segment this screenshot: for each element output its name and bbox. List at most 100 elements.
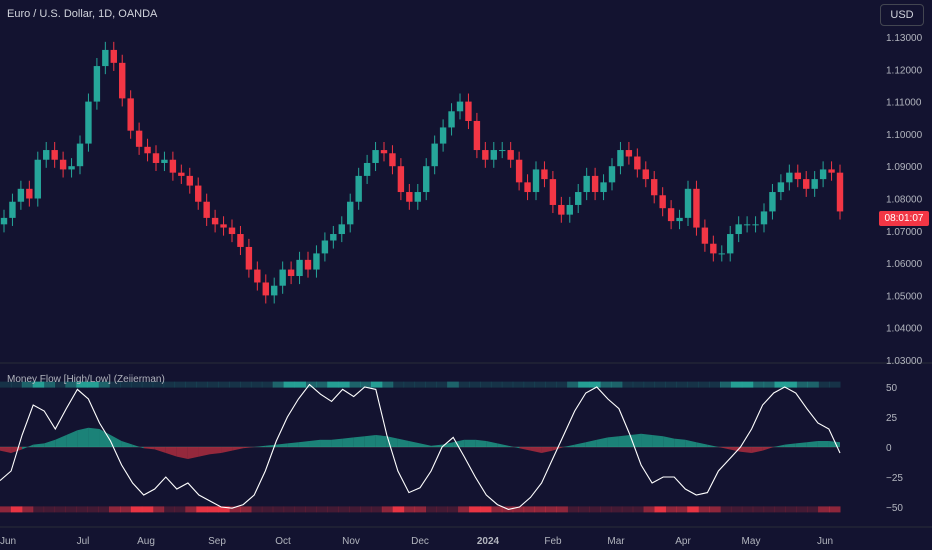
strength-segment [327, 381, 339, 388]
candle-body [262, 282, 269, 296]
money-flow-segment [77, 427, 89, 447]
candle-body [743, 224, 751, 226]
candle-body [811, 179, 818, 189]
strength-segment [490, 381, 503, 388]
strength-segment [654, 506, 666, 513]
money-flow-segment [287, 442, 299, 447]
strength-segment [76, 381, 88, 388]
strength-segment [98, 506, 110, 513]
candle [777, 174, 785, 201]
strength-segment [349, 506, 361, 513]
money-flow-segment [33, 443, 45, 447]
candle [102, 41, 109, 75]
candle-body [85, 101, 92, 144]
candle-body [456, 101, 464, 112]
strength-segment [730, 381, 743, 388]
strength-segment [370, 506, 383, 513]
strength-segment [480, 381, 492, 388]
strength-segment [349, 381, 361, 388]
strength-segment [687, 381, 699, 388]
strength-segment [709, 381, 721, 388]
symbol-title[interactable]: Euro / U.S. Dollar, 1D, OANDA [7, 8, 158, 20]
strength-bar-bottom [0, 506, 841, 513]
strength-segment [643, 506, 656, 513]
strength-segment [87, 381, 99, 388]
candle-body [127, 98, 134, 131]
money-flow-segment [243, 447, 255, 449]
strength-segment [43, 506, 56, 513]
strength-segment [556, 381, 568, 388]
strength-segment [632, 506, 645, 513]
candle [710, 235, 717, 262]
candle [43, 141, 50, 168]
money-flow-segment [486, 441, 498, 447]
candle [144, 138, 151, 162]
money-flow-segment [55, 435, 67, 447]
candle-body [777, 182, 785, 193]
candle-body [718, 253, 725, 255]
candle [372, 141, 379, 172]
strength-segment [392, 381, 405, 388]
strength-segment [818, 506, 830, 513]
time-axis-label: Jun [0, 536, 16, 547]
strength-segment [796, 381, 808, 388]
candle-body [211, 217, 219, 225]
currency-button[interactable]: USD [880, 4, 924, 26]
candle [161, 151, 168, 172]
strength-segment [120, 381, 132, 388]
strength-segment [381, 381, 394, 388]
strength-segment [490, 506, 503, 513]
candle [237, 225, 244, 256]
strength-segment [174, 381, 186, 388]
money-flow-segment [596, 437, 608, 447]
price-tick-label: 1.13000 [886, 33, 923, 44]
candle [600, 174, 607, 201]
strength-segment [447, 506, 459, 513]
strength-segment [676, 381, 688, 388]
strength-segment [261, 506, 274, 513]
candle-body [9, 201, 16, 218]
candle [760, 203, 768, 233]
candle [330, 225, 337, 249]
strength-segment [87, 506, 99, 513]
strength-segment [654, 381, 666, 388]
strength-segment [774, 381, 786, 388]
candle-body [617, 150, 624, 167]
candle-body [195, 185, 202, 202]
money-flow-segment [828, 441, 840, 447]
candle-body [600, 182, 607, 193]
strength-segment [240, 506, 252, 513]
candle [380, 141, 388, 162]
candle [423, 158, 430, 201]
candle-body [0, 217, 8, 225]
candle-body [473, 120, 481, 151]
candle-body [135, 130, 143, 147]
candle-body [347, 201, 354, 225]
candle-body [566, 204, 573, 215]
candle [296, 251, 303, 285]
strength-bar-top [0, 381, 841, 388]
money-flow-segment [718, 447, 730, 450]
indicator-title[interactable]: Money Flow [High/Low] (Zeiierman) [7, 374, 165, 385]
candle-body [710, 243, 717, 254]
candles [0, 41, 844, 304]
candle-body [144, 146, 151, 154]
candle-body [642, 169, 649, 180]
strength-segment [469, 381, 481, 388]
candle-body [490, 150, 497, 160]
candle-body [828, 169, 835, 173]
strength-segment [785, 506, 797, 513]
money-flow-segment [397, 438, 409, 447]
money-flow-segment [110, 435, 122, 447]
indicator-tick-label: −25 [886, 473, 903, 484]
price-tick-label: 1.06000 [886, 259, 923, 270]
candle-body [735, 224, 742, 235]
candle-body [659, 195, 666, 209]
strength-segment [10, 506, 23, 513]
strength-segment [414, 381, 426, 388]
candle-body [769, 192, 776, 212]
time-axis-label: Apr [675, 536, 691, 547]
candle [119, 54, 126, 107]
candle-body [119, 62, 126, 99]
